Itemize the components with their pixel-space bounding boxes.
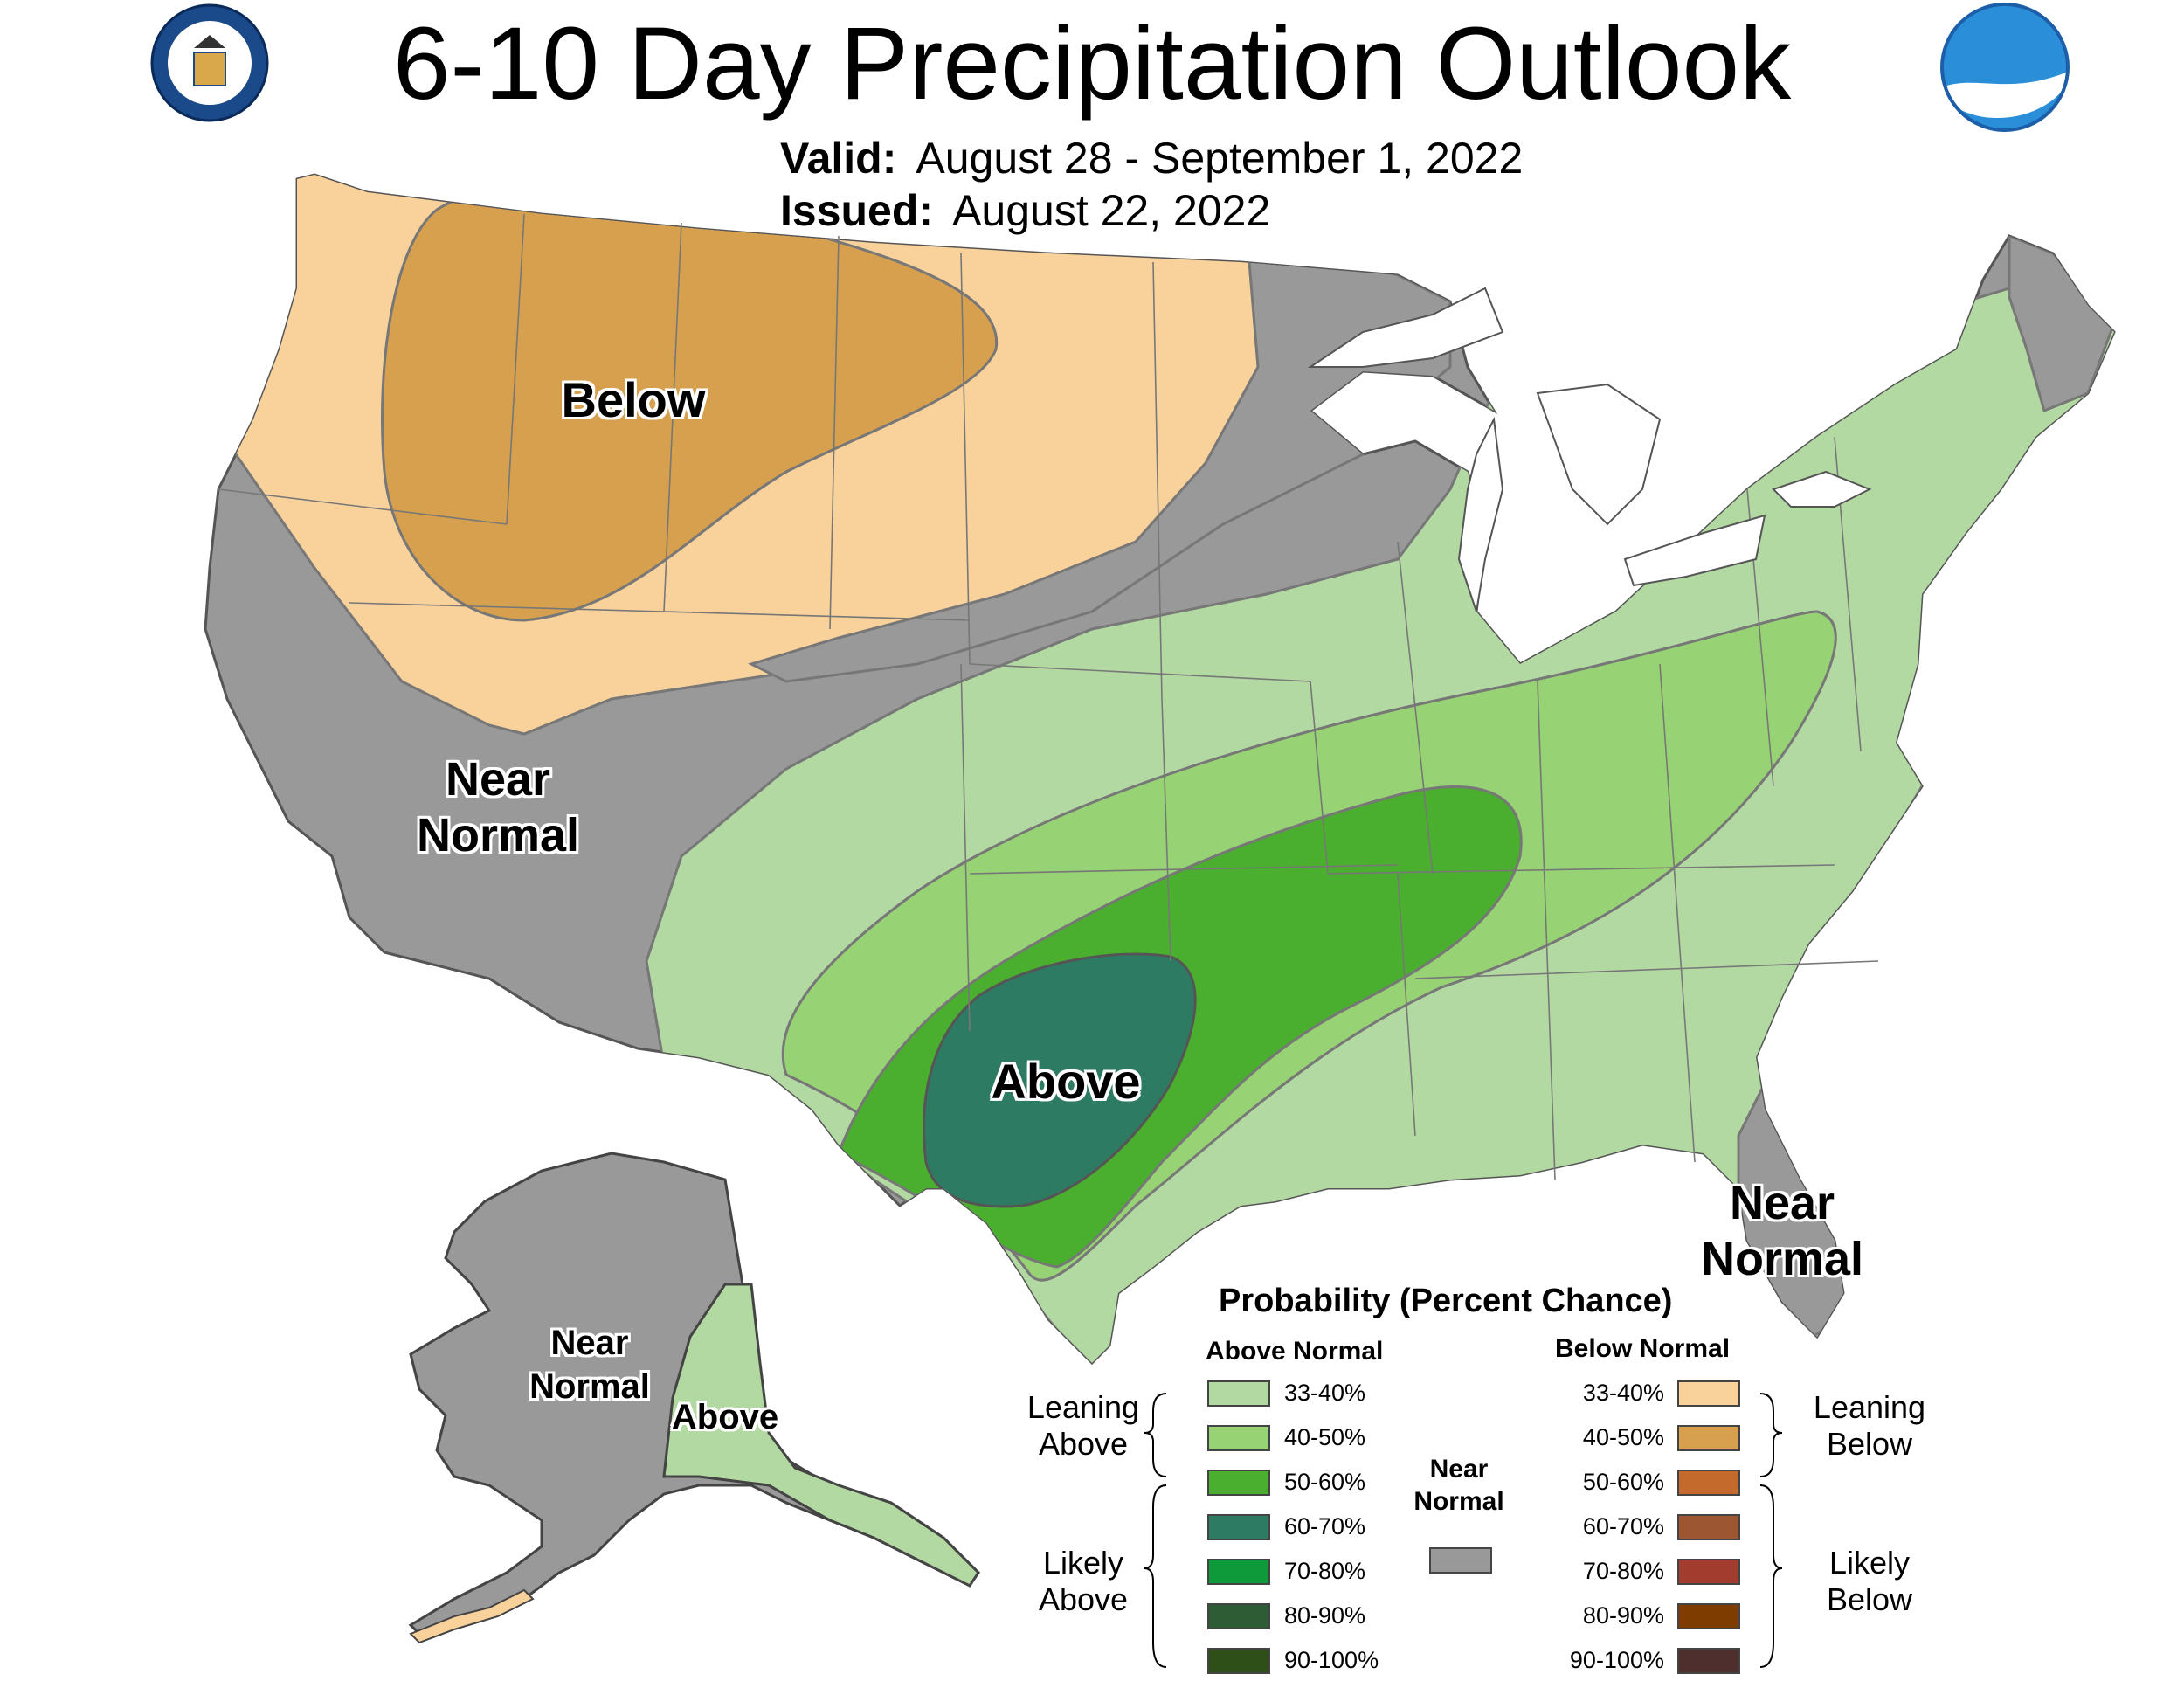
legend-above-label-3: 60-70% [1284,1513,1366,1539]
legend-below-swatch-1 [1677,1425,1740,1451]
likely-below-label: Likely Below [1826,1545,1913,1617]
alaska [408,1152,981,1644]
leaning-above-label: Leaning Above [1026,1389,1140,1462]
legend-above-label-5: 80-90% [1284,1602,1366,1629]
legend-braces-left [1144,1393,1167,1668]
legend-near-normal-label: Near Normal [1413,1455,1504,1516]
conus [204,173,2116,1366]
legend-below-label-6: 90-100% [1569,1647,1664,1673]
legend-above-swatch-0 [1207,1380,1270,1407]
legend-above-swatch-1 [1207,1425,1270,1451]
legend-below-label-0: 33-40% [1582,1380,1664,1406]
legend-below-swatch-6 [1677,1648,1740,1674]
legend-near-normal-swatch [1429,1547,1492,1574]
noaa-logo [1940,3,2070,132]
label-near-normal-florida: Near Normal [1700,1177,1864,1285]
page-title: 6-10 Day Precipitation Outlook [392,6,1792,121]
legend-title: Probability (Percent Chance) [1219,1283,1673,1319]
legend-below-label-1: 40-50% [1582,1424,1664,1450]
legend-below-swatch-5 [1677,1603,1740,1629]
legend-below-swatch-2 [1677,1470,1740,1496]
legend-above-swatch-5 [1207,1603,1270,1629]
legend-above-swatch-2 [1207,1470,1270,1496]
legend-below-swatch-0 [1677,1380,1740,1407]
region-near-north [747,252,1452,683]
label-below: Below [561,372,706,427]
state-lines [218,213,1879,1180]
legend-above-swatch-4 [1207,1559,1270,1585]
alaska-below-33-40 [409,1588,535,1644]
label-alaska-near-normal: Near Normal [529,1324,650,1406]
legend-above-label-6: 90-100% [1284,1647,1379,1673]
legend-below-swatch-4 [1677,1559,1740,1585]
legend-above-label-1: 40-50% [1284,1424,1366,1450]
region-above-60-70 [923,952,1197,1208]
legend-braces-right [1759,1393,1783,1668]
label-near-normal-west: Near Normal [416,753,580,861]
issued-label: Issued: [780,186,934,235]
legend-above-header: Above Normal [1206,1337,1384,1366]
issued-value: August 22, 2022 [952,186,1271,235]
likely-above-label: Likely Above [1038,1545,1129,1617]
alaska-above-33-40 [662,1283,980,1588]
legend-above-label-4: 70-80% [1284,1558,1366,1584]
issued-line: Issued: August 22, 2022 [780,185,1270,236]
legend-above-swatch-3 [1207,1514,1270,1540]
valid-value: August 28 - September 1, 2022 [916,134,1524,183]
leaning-below-label: Leaning Below [1813,1389,1926,1462]
legend-below-label-2: 50-60% [1582,1469,1664,1495]
commerce-seal [150,3,269,122]
legend-above-swatch-6 [1207,1648,1270,1674]
legend-below-header: Below Normal [1555,1334,1731,1363]
legend-above-label-0: 33-40% [1284,1380,1366,1406]
legend-below-swatch-3 [1677,1514,1740,1540]
great-lakes [1307,287,1872,612]
label-above: Above [991,1054,1141,1109]
valid-line: Valid: August 28 - September 1, 2022 [780,133,1523,183]
legend-below-label-3: 60-70% [1582,1513,1664,1539]
label-alaska-above: Above [671,1398,779,1436]
legend-below-label-4: 70-80% [1582,1558,1664,1584]
valid-label: Valid: [780,134,897,183]
legend-below-label-5: 80-90% [1582,1602,1664,1629]
legend-above-label-2: 50-60% [1284,1469,1366,1495]
